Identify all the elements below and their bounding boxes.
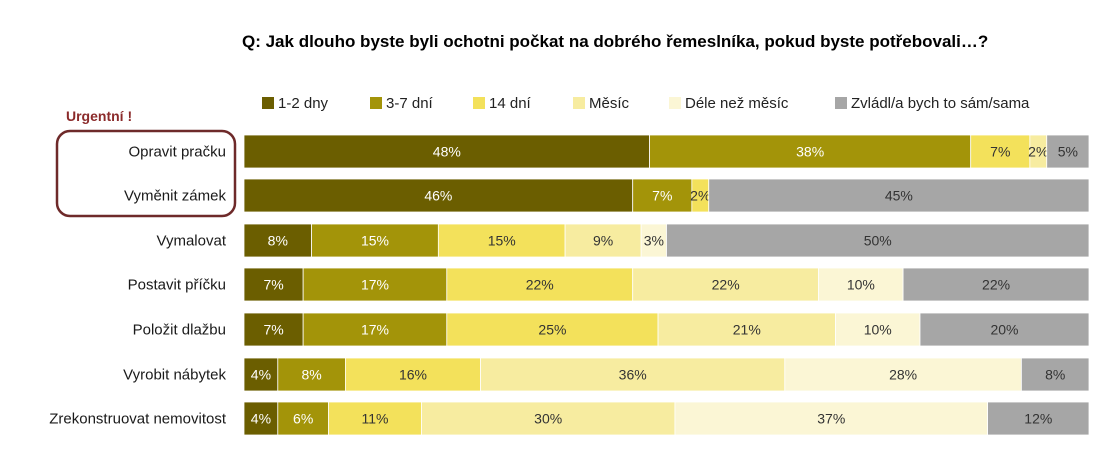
bar-segment xyxy=(674,401,989,436)
legend-label: Měsíc xyxy=(589,95,630,112)
data-label: 50% xyxy=(864,233,892,249)
bar-segment xyxy=(243,223,312,258)
category-label: Vyrobit nábytek xyxy=(123,367,226,384)
urgent-annotation: Urgentní ! xyxy=(66,108,132,124)
bar-segment xyxy=(311,223,439,258)
bar-segment xyxy=(243,312,304,347)
bar-segment xyxy=(632,267,820,302)
category-label: Vymalovat xyxy=(157,233,227,250)
bar-segment xyxy=(649,134,972,169)
data-label: 8% xyxy=(1045,367,1065,383)
legend-swatch xyxy=(669,97,681,109)
legend-label: 1-2 dny xyxy=(278,95,329,112)
bar-segment xyxy=(344,357,481,392)
data-label: 37% xyxy=(817,411,845,427)
legend-swatch xyxy=(835,97,847,109)
bar-segment xyxy=(302,267,448,302)
bar-segment xyxy=(446,312,659,347)
category-label: Opravit pračku xyxy=(128,144,226,161)
bar-segment xyxy=(1046,134,1090,169)
chart-title: Q: Jak dlouho byste byli ochotni počkat … xyxy=(242,32,988,51)
data-label: 48% xyxy=(433,144,461,160)
data-label: 3% xyxy=(644,233,664,249)
data-label: 2% xyxy=(1028,144,1048,160)
data-label: 9% xyxy=(593,233,613,249)
bar-segment xyxy=(657,312,836,347)
data-label: 38% xyxy=(796,144,824,160)
urgent-highlight-box xyxy=(55,129,237,218)
bar-segment xyxy=(437,223,566,258)
data-label: 12% xyxy=(1024,411,1052,427)
data-label: 7% xyxy=(990,144,1010,160)
bar-segment xyxy=(243,134,651,169)
bar-segment xyxy=(421,401,676,436)
legend-label: Déle než měsíc xyxy=(685,95,789,112)
bar-segment xyxy=(243,178,634,213)
data-label: 7% xyxy=(652,188,672,204)
bars: 48% 38% 7% 2% 5% 46% 7% 2% 45% 8% 15% 15% 9% 3% 50% 7% 1… xyxy=(243,134,1090,436)
bar-segment xyxy=(480,357,786,392)
data-label: 46% xyxy=(424,188,452,204)
data-label: 28% xyxy=(889,367,917,383)
bar-segment xyxy=(835,312,921,347)
legend-label: Zvládl/a bych to sám/sama xyxy=(851,95,1030,112)
data-label: 2% xyxy=(690,188,710,204)
bar-segment xyxy=(784,357,1022,392)
data-label: 20% xyxy=(990,322,1018,338)
bar-segment xyxy=(446,267,634,302)
data-label: 8% xyxy=(301,367,321,383)
data-label: 5% xyxy=(1058,144,1078,160)
data-label: 25% xyxy=(538,322,566,338)
data-label: 10% xyxy=(864,322,892,338)
legend-swatch xyxy=(573,97,585,109)
bar-segment xyxy=(564,223,642,258)
category-label: Postavit příčku xyxy=(128,277,226,294)
bar-segment xyxy=(919,312,1090,347)
bar-segment xyxy=(1021,357,1090,392)
data-label: 15% xyxy=(488,233,516,249)
category-label: Vyměnit zámek xyxy=(124,188,226,205)
data-label: 6% xyxy=(293,411,313,427)
legend-label: 3-7 dní xyxy=(386,95,434,112)
data-label: 22% xyxy=(982,277,1010,293)
data-label: 11% xyxy=(361,411,388,427)
data-label: 22% xyxy=(526,277,554,293)
legend-swatch xyxy=(262,97,274,109)
data-label: 4% xyxy=(251,367,271,383)
data-label: 17% xyxy=(361,322,389,338)
data-label: 16% xyxy=(399,367,427,383)
category-label: Položit dlažbu xyxy=(133,322,226,339)
data-label: 21% xyxy=(733,322,761,338)
data-label: 7% xyxy=(263,277,283,293)
bar-segment xyxy=(902,267,1090,302)
legend: 1-2 dny 3-7 dní 14 dní Měsíc Déle než měsíc Z… xyxy=(262,95,1030,112)
category-labels: Opravit pračku Vyměnit zámek Vymalovat Post… xyxy=(49,144,227,428)
bar-segment xyxy=(818,267,904,302)
data-label: 7% xyxy=(263,322,283,338)
data-label: 36% xyxy=(619,367,647,383)
bar-segment xyxy=(243,267,304,302)
bar-segment xyxy=(328,401,422,436)
bar-segment xyxy=(632,178,693,213)
category-label: Zrekonstruovat nemovitost xyxy=(49,411,227,428)
data-label: 22% xyxy=(712,277,740,293)
data-label: 15% xyxy=(361,233,389,249)
legend-swatch xyxy=(473,97,485,109)
legend-swatch xyxy=(370,97,382,109)
data-label: 30% xyxy=(534,411,562,427)
bar-segment xyxy=(302,312,448,347)
legend-label: 14 dní xyxy=(489,95,532,112)
data-label: 4% xyxy=(251,411,271,427)
bar-segment xyxy=(666,223,1090,258)
data-label: 45% xyxy=(885,188,913,204)
bar-segment xyxy=(243,401,279,436)
bar-segment xyxy=(708,178,1090,213)
data-label: 10% xyxy=(847,277,875,293)
data-label: 8% xyxy=(268,233,288,249)
bar-segment xyxy=(987,401,1090,436)
bar-segment xyxy=(640,223,667,258)
data-label: 17% xyxy=(361,277,389,293)
